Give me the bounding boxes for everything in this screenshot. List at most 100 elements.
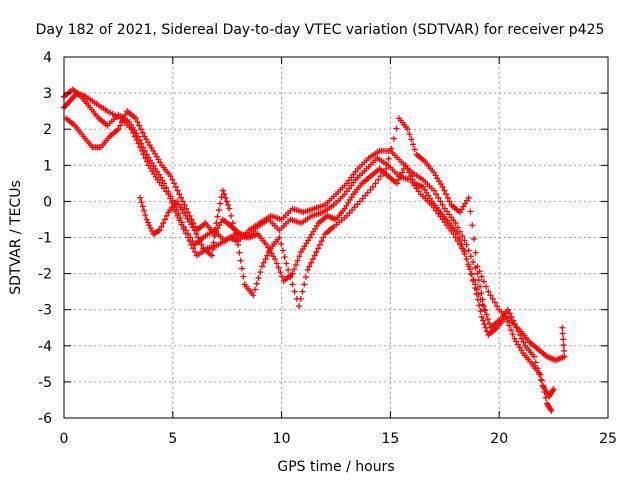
y-tick-label: 3 xyxy=(43,86,52,102)
data-point xyxy=(182,227,189,234)
data-point xyxy=(221,191,228,198)
data-point xyxy=(289,270,296,277)
data-point xyxy=(117,122,124,129)
data-point xyxy=(474,263,481,270)
data-point xyxy=(115,126,122,133)
data-point xyxy=(443,191,450,198)
data-point xyxy=(301,281,308,288)
data-point xyxy=(264,252,271,259)
data-point xyxy=(446,198,453,205)
data-point xyxy=(156,227,163,234)
data-point xyxy=(198,241,205,248)
data-point xyxy=(238,265,245,272)
data-point xyxy=(404,165,411,172)
data-point xyxy=(470,235,477,242)
data-point xyxy=(388,145,395,152)
data-point xyxy=(302,274,309,281)
grid xyxy=(64,57,608,418)
data-point xyxy=(228,212,235,219)
data-point xyxy=(454,230,461,237)
data-point xyxy=(259,263,266,270)
series-track-c xyxy=(63,108,487,313)
data-point xyxy=(470,276,477,283)
data-point xyxy=(537,371,544,378)
data-point xyxy=(273,260,280,267)
data-point xyxy=(372,180,379,187)
data-point xyxy=(136,122,143,129)
data-point xyxy=(140,144,147,151)
data-point xyxy=(472,281,479,288)
data-point xyxy=(375,176,382,183)
data-point xyxy=(217,200,224,207)
data-point xyxy=(476,268,483,275)
data-point xyxy=(185,230,192,237)
data-point xyxy=(461,237,468,244)
y-tick-label: -2 xyxy=(38,267,52,283)
data-point xyxy=(507,326,514,333)
data-point xyxy=(158,223,165,230)
x-tick-label: 0 xyxy=(60,431,69,447)
data-point xyxy=(134,133,141,140)
data-point xyxy=(411,146,418,153)
data-point xyxy=(304,266,311,273)
data-point xyxy=(176,191,183,198)
data-point xyxy=(144,158,151,165)
data-point xyxy=(277,269,284,276)
data-point xyxy=(541,389,548,396)
data-point xyxy=(187,234,194,241)
y-tick-label: 1 xyxy=(43,158,52,174)
data-point xyxy=(437,198,444,205)
data-point xyxy=(482,324,489,331)
data-point xyxy=(120,115,127,122)
data-point xyxy=(142,212,149,219)
data-point xyxy=(278,240,285,247)
data-point xyxy=(465,261,472,268)
data-point xyxy=(287,274,294,281)
data-point xyxy=(380,169,387,176)
data-point xyxy=(474,286,481,293)
data-point xyxy=(134,118,141,125)
data-point xyxy=(476,302,483,309)
data-point xyxy=(460,246,467,253)
data-point xyxy=(212,226,219,233)
y-tick-label: -4 xyxy=(38,339,52,355)
data-point xyxy=(276,234,283,241)
data-point xyxy=(491,299,498,306)
data-point xyxy=(475,277,482,284)
data-point xyxy=(454,224,461,231)
data-point xyxy=(430,187,437,194)
data-point xyxy=(289,281,296,288)
data-point xyxy=(444,194,451,201)
data-point xyxy=(393,125,400,132)
data-point xyxy=(213,220,220,227)
data-point xyxy=(141,207,148,214)
data-point xyxy=(167,173,174,180)
data-point xyxy=(470,259,477,266)
data-point xyxy=(520,339,527,346)
data-point xyxy=(407,173,414,180)
data-point xyxy=(463,256,470,263)
data-point xyxy=(459,245,466,252)
data-point xyxy=(377,173,384,180)
data-point xyxy=(402,162,409,169)
data-point xyxy=(169,176,176,183)
data-point xyxy=(456,235,463,242)
data-point xyxy=(433,191,440,198)
data-point xyxy=(452,234,459,241)
data-point xyxy=(452,220,459,227)
data-point xyxy=(279,247,286,254)
series-track-d xyxy=(137,115,568,364)
data-point xyxy=(237,257,244,264)
y-tick-label: -3 xyxy=(38,303,52,319)
data-point xyxy=(369,183,376,190)
data-point xyxy=(219,187,226,194)
data-point xyxy=(231,227,238,234)
data-point xyxy=(222,194,229,201)
data-point xyxy=(177,215,184,222)
x-axis-label: GPS time / hours xyxy=(277,459,394,475)
data-point xyxy=(465,247,472,254)
data-point xyxy=(211,233,218,240)
data-point xyxy=(291,288,298,295)
data-point xyxy=(191,227,198,234)
data-point xyxy=(308,259,315,266)
